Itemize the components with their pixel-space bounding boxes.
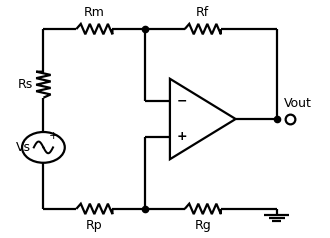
Text: Rp: Rp bbox=[86, 219, 103, 232]
Text: +: + bbox=[177, 130, 187, 143]
Text: Rg: Rg bbox=[194, 219, 211, 232]
Text: Vout: Vout bbox=[284, 97, 312, 110]
Text: Rm: Rm bbox=[84, 6, 105, 19]
Text: +: + bbox=[49, 131, 58, 141]
Text: Vs: Vs bbox=[16, 141, 31, 154]
Text: −: − bbox=[177, 95, 187, 108]
Text: Rf: Rf bbox=[196, 6, 210, 19]
Text: Rs: Rs bbox=[18, 78, 33, 91]
